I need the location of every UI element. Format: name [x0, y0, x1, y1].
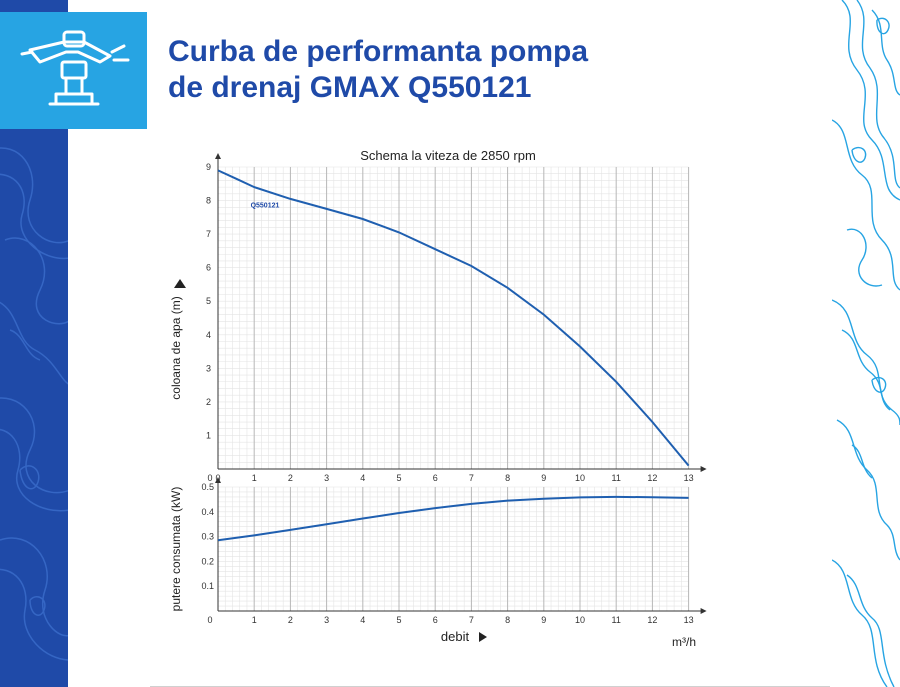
x-tick-label: 1 [252, 615, 257, 625]
x-tick-label: 0 [207, 615, 212, 625]
x-tick-label: 7 [469, 615, 474, 625]
power-curve-line [217, 495, 689, 542]
x-tick-label: 11 [612, 473, 621, 483]
y-tick-label: 8 [206, 196, 211, 206]
page-title: Curba de performanta pompa de drenaj GMA… [168, 34, 788, 106]
x-tick-label: 13 [684, 615, 694, 625]
y-tick-label: 5 [206, 296, 211, 306]
x-tick-label: 8 [505, 615, 510, 625]
x-tick-label: 9 [541, 473, 546, 483]
y-axis-label-power: putere consumata (kW) [169, 487, 183, 612]
x-tick-label: 3 [324, 615, 329, 625]
x-tick-label: 8 [505, 473, 510, 483]
y-tick-label: 3 [206, 363, 211, 373]
origin-label-top: 0 [207, 473, 212, 483]
x-tick-label: 12 [647, 473, 657, 483]
x-tick-label: 5 [396, 473, 401, 483]
logo-box [0, 12, 147, 129]
x-tick-label: 4 [360, 473, 365, 483]
x-axis-arrow-bottom [700, 608, 707, 614]
y-axis-label-arrow [174, 279, 186, 288]
x-tick-label: 13 [684, 473, 694, 483]
y-tick-label: 4 [206, 330, 211, 340]
x-tick-label: 6 [433, 473, 438, 483]
topographic-pattern-left [0, 147, 68, 661]
title-line-1: Curba de performanta pompa [168, 35, 589, 68]
x-axis-label-arrow [479, 632, 487, 642]
y-tick-label: 0.5 [201, 482, 214, 492]
x-tick-label: 10 [575, 615, 585, 625]
y-tick-label: 0.2 [201, 556, 214, 566]
x-tick-label: 6 [433, 615, 438, 625]
x-tick-label: 12 [647, 615, 657, 625]
title-line-2: de drenaj GMAX Q550121 [168, 71, 532, 104]
series-label-q550121: Q550121 [251, 202, 280, 209]
x-tick-label: 7 [469, 473, 474, 483]
x-axis-unit: m³/h [672, 635, 696, 649]
y-tick-label: 2 [206, 397, 211, 407]
y-tick-label: 6 [206, 263, 211, 273]
x-tick-label: 1 [252, 473, 257, 483]
chart-title: Schema la viteza de 2850 rpm [360, 148, 536, 163]
y-tick-label: 0.1 [201, 581, 214, 591]
y-tick-label: 9 [206, 162, 211, 172]
x-tick-label: 11 [612, 615, 621, 625]
head-curve-line [217, 169, 690, 467]
x-tick-label: 9 [541, 615, 546, 625]
x-axis-label: debit [441, 629, 470, 644]
x-tick-label: 10 [575, 473, 585, 483]
y-tick-label: 0.3 [201, 532, 214, 542]
y-axis-arrow-bottom [215, 477, 221, 483]
x-tick-label: 2 [288, 473, 293, 483]
sprinkler-icon [20, 30, 130, 106]
topographic-pattern-right [832, 0, 900, 687]
right-decorative-band [832, 0, 900, 687]
x-tick-label: 3 [324, 473, 329, 483]
y-axis-arrow-top [215, 153, 221, 159]
x-tick-label: 2 [288, 615, 293, 625]
x-tick-label: 5 [396, 615, 401, 625]
y-tick-label: 0.4 [201, 507, 214, 517]
y-axis-label-head: coloana de apa (m) [169, 296, 183, 399]
y-tick-label: 7 [206, 229, 211, 239]
x-tick-label: 4 [360, 615, 365, 625]
x-axis-arrow-top [700, 466, 707, 472]
y-tick-label: 1 [206, 430, 211, 440]
